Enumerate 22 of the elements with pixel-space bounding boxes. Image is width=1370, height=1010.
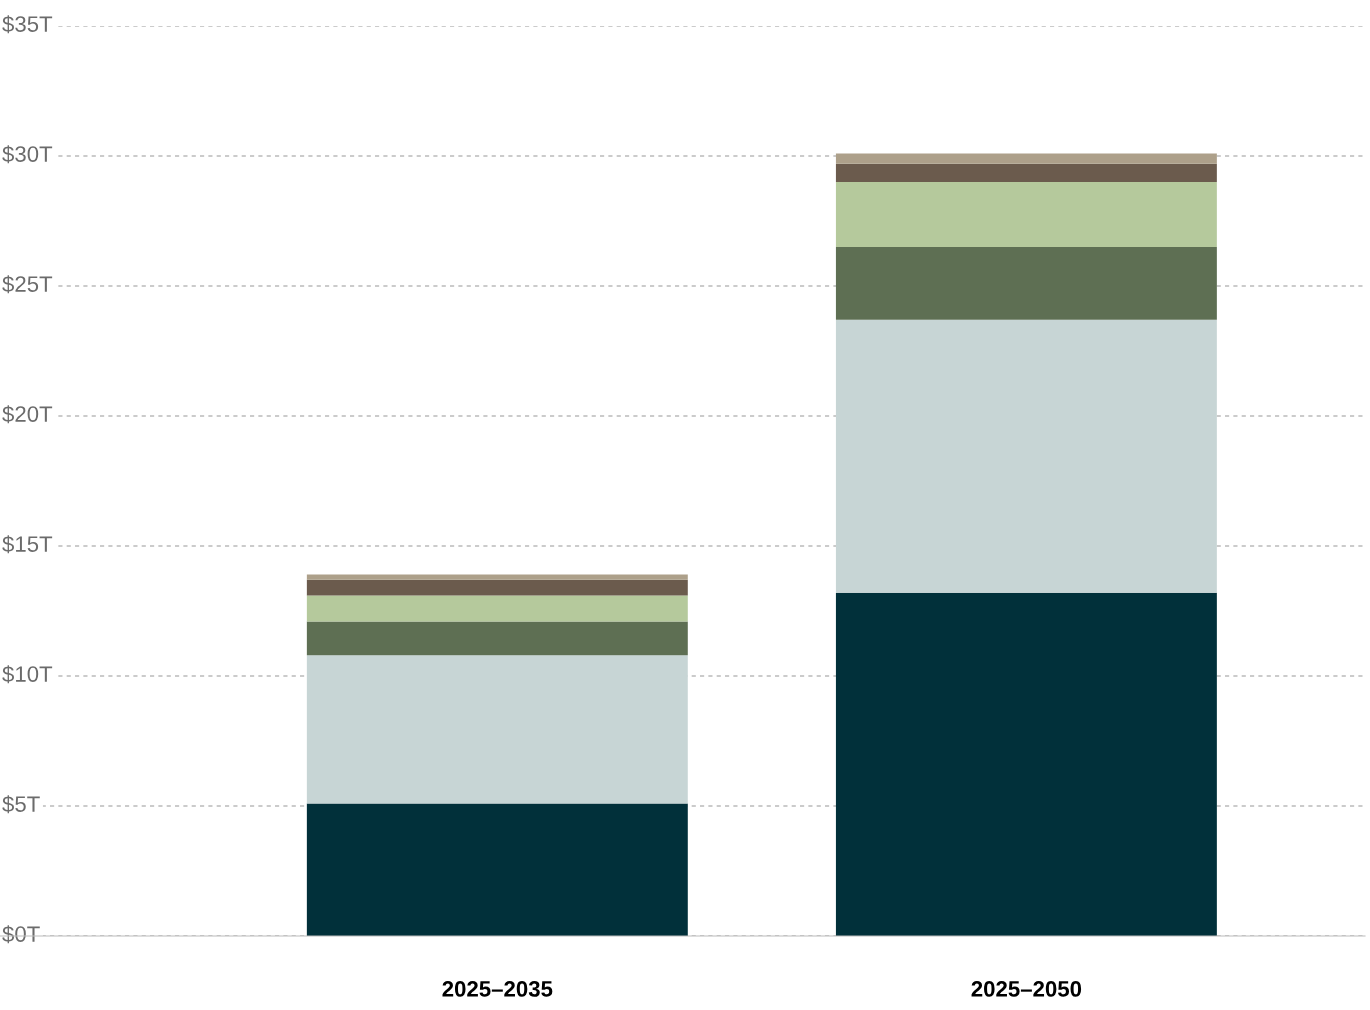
bar (835, 153, 1217, 164)
y-tick-label: $30T (2, 145, 53, 164)
bar (835, 182, 1217, 247)
y-tick-label: $5T (2, 795, 40, 814)
bar (306, 621, 688, 656)
bar (306, 803, 688, 936)
bar (835, 163, 1217, 182)
y-tick-label: $25T (2, 275, 53, 294)
y-tick-label: $15T (2, 535, 53, 554)
bar (306, 574, 688, 580)
y-tick-label: $20T (2, 405, 53, 424)
bar (306, 579, 688, 596)
bar (306, 595, 688, 622)
bar (835, 247, 1217, 320)
bar (835, 592, 1217, 936)
y-tick-label: $10T (2, 665, 53, 684)
bar (306, 655, 688, 804)
bar (835, 319, 1217, 593)
y-tick-label: $35T (2, 15, 53, 34)
y-tick-label: $0T (2, 925, 40, 944)
x-tick-label: 2025–2050 (971, 981, 1082, 997)
x-tick-label: 2025–2035 (442, 981, 553, 997)
